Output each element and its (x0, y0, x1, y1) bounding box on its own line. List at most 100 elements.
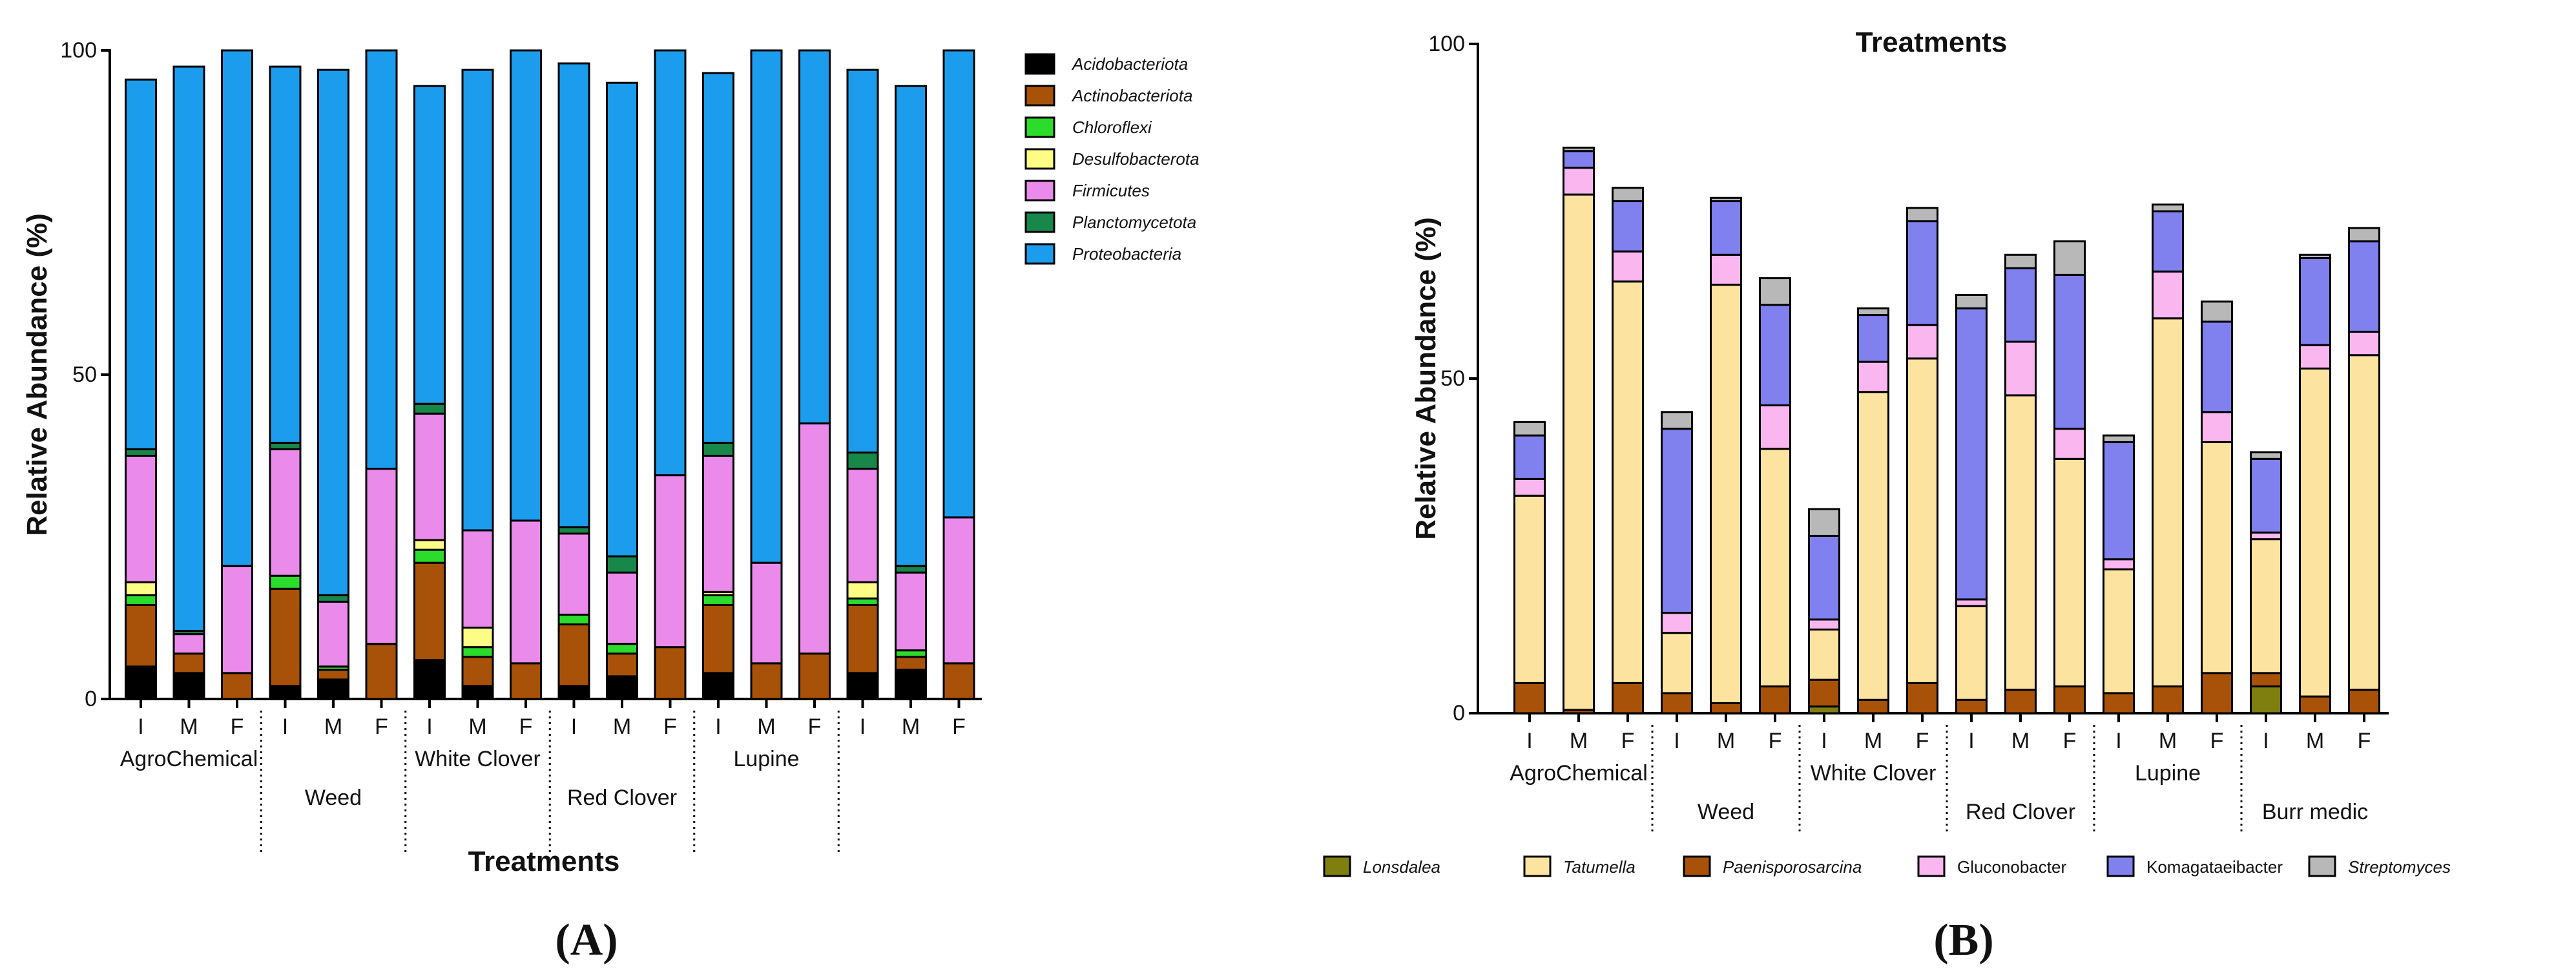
panel-b-bar-9-segment-streptomyces (1906, 207, 1938, 223)
panel-b-bar-5-segment-gluconobacter (1710, 253, 1742, 286)
panel-a-bar-8-segment-chloroflexi (461, 646, 494, 658)
panel-b-bar-18-segment-streptomyces (2348, 227, 2380, 243)
panel-a-bar-17-segment-chloroflexi (895, 649, 927, 658)
panel-b-bar-5 (1710, 196, 1742, 714)
panel-a-x-tick-label-11: M (613, 714, 631, 739)
panel-b-bar-9-segment-gluconobacter (1906, 324, 1938, 360)
panel-a-bar-15-segment-actinobacteriota (798, 652, 831, 700)
panel-a-chart: 0 50 100 I M F I M F I M F I M F I M F I M F AgroChemical Weed… (21, 38, 1200, 877)
panel-b-y-tick-label-50: 50 (1440, 366, 1465, 391)
panel-a-group-label-red-clover: Red Clover (567, 786, 677, 810)
panel-a-legend-swatch-firmicutes (1024, 180, 1055, 202)
panel-a-bar-17-segment-firmicutes (895, 571, 927, 652)
panel-a-bar-2 (172, 65, 205, 700)
panel-b-bar-4-segment-gluconobacter (1661, 612, 1693, 634)
panel-a-x-tick-label-10: I (571, 714, 577, 739)
panel-a-legend-swatch-actinobacteriota (1024, 85, 1055, 107)
panel-b-x-tick-label-10: I (1968, 729, 1974, 753)
panel-b-bar-18-segment-gluconobacter (2348, 330, 2380, 357)
panel-a-group-label-weed: Weed (305, 786, 362, 810)
panel-a-x-tick-label-2: M (180, 714, 198, 739)
panel-b-bar-16-segment-gluconobacter (2250, 531, 2282, 541)
panel-b-bar-6-segment-komagataeibacter (1759, 304, 1791, 406)
panel-a-bar-11-segment-acidobacteriota (606, 675, 638, 700)
panel-a-x-axis-title: Treatments (468, 846, 620, 877)
panel-a-bar-10-segment-planctomycetota (557, 526, 590, 535)
panel-a-bar-1-segment-planctomycetota (125, 448, 157, 457)
panel-a-bar-11-segment-chloroflexi (606, 643, 638, 655)
panel-a-bar-11-segment-planctomycetota (606, 555, 638, 574)
panel-b-bar-7-segment-gluconobacter (1808, 618, 1840, 631)
panel-b-bar-14-segment-komagataeibacter (2152, 210, 2184, 273)
panel-a-label: (A) (555, 915, 618, 965)
panel-b-y-tick-label-0: 0 (1453, 701, 1465, 725)
panel-a-bar-10 (557, 62, 590, 700)
panel-b-x-tick-label-8: M (1864, 729, 1882, 753)
panel-a-bar-6 (365, 49, 398, 700)
panel-b-bar-2-segment-komagataeibacter (1563, 150, 1595, 169)
panel-a-bar-2-segment-acidobacteriota (172, 672, 205, 700)
panel-b-x-tick-label-3: F (1621, 729, 1635, 753)
panel-b-y-axis-title: Relative Abundance (%) (1410, 217, 1442, 540)
panel-b-bar-11-segment-gluconobacter (2004, 340, 2037, 397)
panel-b-bar-2-segment-streptomyces (1563, 147, 1595, 152)
panel-a-legend-label-desulfobacterota: Desulfobacterota (1072, 149, 1200, 169)
panel-a-bar-4-segment-planctomycetota (269, 441, 302, 450)
panel-b-bar-17-segment-streptomyces (2299, 253, 2331, 260)
panel-b-bar-11-segment-streptomyces (2004, 253, 2037, 269)
panel-b-bar-3-segment-streptomyces (1612, 187, 1644, 202)
panel-b-bar-16-segment-komagataeibacter (2250, 457, 2282, 534)
panel-a-bar-5-segment-actinobacteriota (317, 669, 349, 681)
panel-b-bar-3-segment-gluconobacter (1612, 250, 1644, 283)
panel-a-bar-1-segment-acidobacteriota (125, 665, 157, 700)
panel-b-bar-17-segment-tatumella (2299, 367, 2331, 698)
panel-b-bar-14-segment-paenisporosarcina (2152, 685, 2184, 714)
panel-a-bar-12 (654, 49, 687, 700)
panel-b-bar-1-segment-gluconobacter (1513, 477, 1546, 497)
panel-b-bar-12-segment-gluconobacter (2053, 428, 2086, 460)
panel-a-y-axis-title: Relative Abundance (%) (21, 213, 53, 536)
panel-b-chart-title: Treatments (1856, 26, 2008, 58)
panel-a-bar-8-segment-firmicutes (461, 529, 494, 629)
panel-a-bar-7-segment-firmicutes (413, 412, 446, 541)
panel-a-bar-16 (846, 68, 879, 700)
panel-b-bar-1-segment-komagataeibacter (1513, 434, 1546, 480)
panel-b-label: (B) (1933, 915, 1993, 965)
panel-b-bar-8-segment-tatumella (1857, 391, 1889, 701)
panel-b-bar-5-segment-paenisporosarcina (1710, 702, 1742, 714)
panel-b-legend-swatch-lonsdalea (1323, 855, 1351, 877)
panel-a-bar-9-segment-actinobacteriota (510, 662, 542, 700)
panel-b-bar-10-segment-streptomyces (1955, 294, 1988, 309)
panel-b-bar-7-segment-komagataeibacter (1808, 534, 1840, 621)
panel-a-bar-16-segment-acidobacteriota (846, 672, 879, 700)
panel-b-bar-1-segment-streptomyces (1513, 421, 1546, 437)
panel-b-x-tick-label-17: M (2306, 729, 2324, 753)
panel-a-legend-label-chloroflexi: Chloroflexi (1072, 118, 1152, 137)
panel-a-bar-16-segment-planctomycetota (846, 451, 879, 470)
panel-a-legend-swatch-chloroflexi (1024, 116, 1055, 138)
panel-b-bar-2-segment-gluconobacter (1563, 167, 1595, 196)
panel-b-bar-18-segment-komagataeibacter (2348, 240, 2380, 333)
panel-a-bar-4-segment-firmicutes (269, 448, 302, 577)
panel-b-bar-11-segment-tatumella (2004, 394, 2037, 691)
panel-a-bar-1-segment-desulfobacterota (125, 581, 157, 596)
panel-b-bar-4 (1661, 411, 1693, 714)
panel-b-bar-7-segment-paenisporosarcina (1808, 678, 1840, 708)
panel-b-bar-15 (2201, 300, 2233, 714)
panel-a-bar-16-segment-actinobacteriota (846, 603, 879, 674)
panel-b-bar-14-segment-streptomyces (2152, 203, 2184, 213)
panel-a-y-tick-label-100: 100 (60, 38, 97, 63)
panel-b-bar-12-segment-paenisporosarcina (2053, 685, 2086, 714)
panel-b-bar-7-segment-streptomyces (1808, 508, 1840, 537)
panel-b-bar-8-segment-paenisporosarcina (1857, 698, 1889, 714)
panel-b-x-tick-label-14: M (2159, 729, 2177, 753)
panel-b-group-label-white-clover: White Clover (1811, 761, 1937, 786)
panel-b-bar-16-segment-paenisporosarcina (2250, 672, 2282, 688)
panel-a-bar-8-segment-acidobacteriota (461, 685, 494, 700)
panel-b-bar-17 (2299, 253, 2331, 714)
panel-b-bar-11-segment-komagataeibacter (2004, 267, 2037, 343)
panel-b-bar-16-segment-tatumella (2250, 538, 2282, 674)
panel-b-legend-label-streptomyces: Streptomyces (2348, 857, 2451, 877)
